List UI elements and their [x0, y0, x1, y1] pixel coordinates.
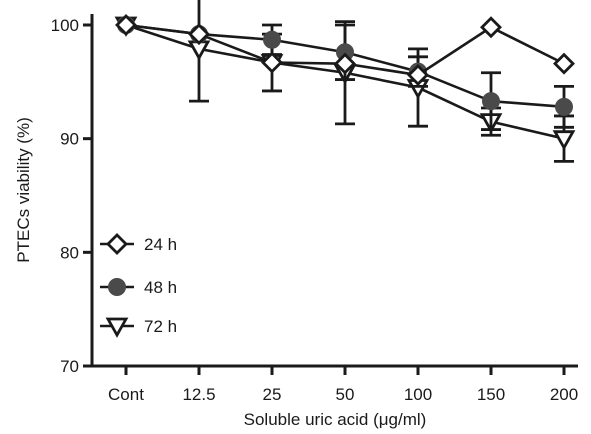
- y-tick-label: 80: [60, 243, 79, 262]
- legend-label: 72 h: [144, 317, 177, 336]
- x-tick-label: 25: [263, 385, 282, 404]
- plot-area: 70 80 90 100 Cont 12.5 25 50 100 150 200: [51, 0, 578, 404]
- data-point: [482, 92, 500, 111]
- x-tick-label: 12.5: [182, 385, 215, 404]
- data-point: [407, 64, 429, 86]
- data-point: [552, 130, 576, 151]
- series-24h: [115, 14, 575, 86]
- x-ticks: Cont 12.5 25 50 100 150 200: [108, 366, 578, 404]
- y-tick-label: 70: [60, 357, 79, 376]
- legend-marker: [108, 278, 126, 296]
- legend-label: 48 h: [144, 278, 177, 297]
- legend-marker: [106, 233, 128, 255]
- legend-item: 48 h: [100, 278, 177, 297]
- data-point: [115, 14, 137, 36]
- data-point: [261, 51, 283, 74]
- y-ticks: 70 80 90 100: [51, 16, 92, 376]
- data-point: [188, 23, 210, 46]
- legend-item: 24 h: [100, 233, 177, 255]
- series-layer: [114, 0, 576, 163]
- y-tick-label: 100: [51, 16, 79, 35]
- legend-marker: [105, 317, 129, 338]
- data-point: [263, 30, 281, 49]
- data-point: [334, 52, 356, 75]
- y-tick-label: 90: [60, 130, 79, 149]
- x-tick-label: 100: [404, 385, 432, 404]
- x-tick-label: 50: [336, 385, 355, 404]
- legend: 24 h 48 h 72 h: [100, 233, 177, 338]
- x-axis-label: Soluble uric acid (μg/ml): [244, 410, 427, 429]
- y-axis-label: PTECs viability (%): [14, 117, 33, 262]
- legend-item: 72 h: [100, 317, 177, 338]
- legend-label: 24 h: [144, 235, 177, 254]
- x-tick-label: 200: [550, 385, 578, 404]
- data-point: [553, 52, 575, 75]
- data-point: [480, 16, 502, 39]
- data-point: [555, 97, 573, 116]
- x-tick-label: 150: [477, 385, 505, 404]
- x-tick-label: Cont: [108, 385, 144, 404]
